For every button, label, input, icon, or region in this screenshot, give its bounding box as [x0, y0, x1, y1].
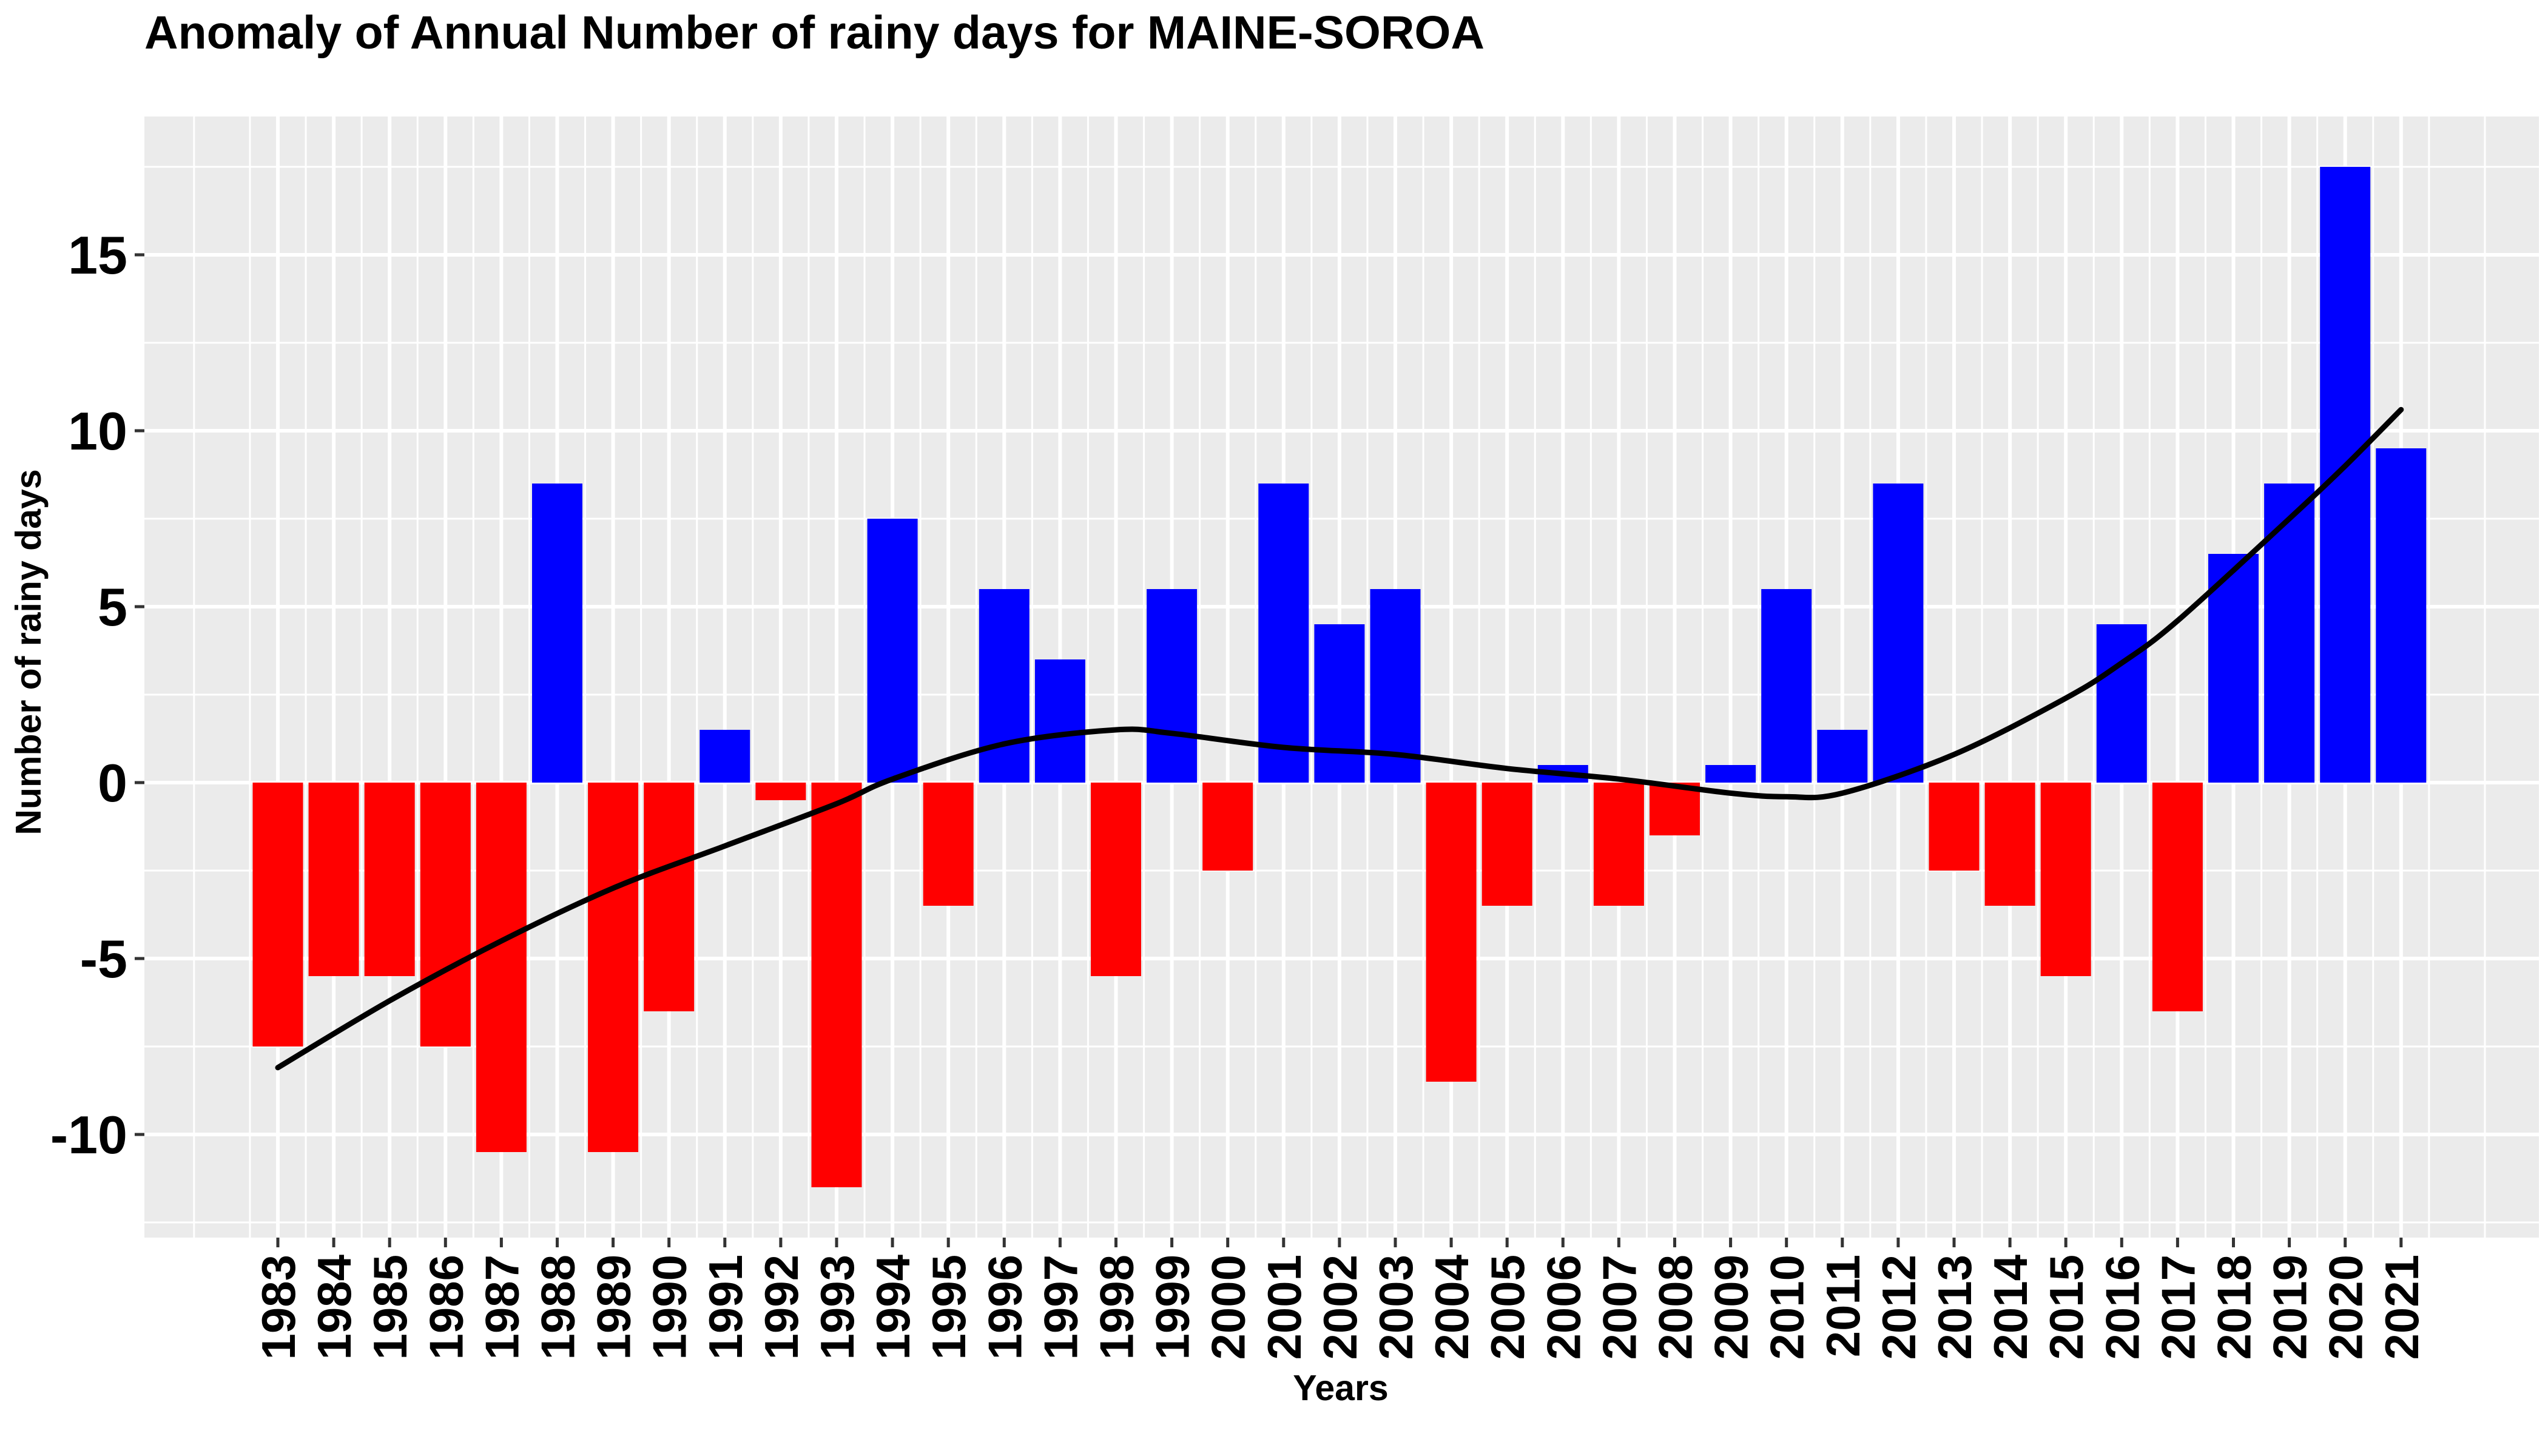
- x-tick-label: 2007: [1592, 1255, 1646, 1360]
- x-tick-label: 2021: [2375, 1255, 2428, 1360]
- x-tick-label: 1985: [363, 1255, 417, 1360]
- x-tick-label: 2013: [1928, 1255, 1981, 1360]
- bar-1984: [308, 783, 359, 976]
- trend-line: [275, 406, 2404, 1071]
- trend-layer: [275, 406, 2404, 1071]
- bar-2015: [2040, 783, 2091, 976]
- bar-2005: [1481, 783, 1532, 906]
- x-tick-label: 2001: [1258, 1255, 1311, 1360]
- x-tick-label: 2003: [1369, 1255, 1423, 1360]
- bar-1999: [1147, 589, 1198, 783]
- x-tick-label: 2014: [1984, 1255, 2037, 1360]
- bar-2000: [1202, 783, 1253, 871]
- bar-2014: [1984, 783, 2035, 906]
- bar-2011: [1817, 730, 1868, 783]
- y-axis-title: Number of rainy days: [8, 469, 49, 835]
- x-tick-label: 1984: [308, 1255, 361, 1360]
- x-tick-label: 2015: [2040, 1255, 2093, 1360]
- bar-2010: [1761, 589, 1812, 783]
- y-tick-label: -10: [50, 1105, 127, 1165]
- x-tick-label: 2012: [1872, 1255, 1926, 1360]
- bar-1986: [420, 783, 471, 1046]
- x-tick-label: 2011: [1816, 1255, 1870, 1357]
- bar-1993: [811, 783, 862, 1187]
- bar-1985: [364, 783, 415, 976]
- chart-title: Anomaly of Annual Number of rainy days f…: [144, 7, 1485, 59]
- bar-1997: [1034, 659, 1085, 783]
- x-tick-label: 2004: [1425, 1255, 1478, 1360]
- x-tick-label: 1983: [252, 1255, 305, 1360]
- x-tick-label: 1989: [587, 1255, 641, 1360]
- bar-2013: [1929, 783, 1980, 871]
- bars-layer: [252, 167, 2427, 1187]
- x-tick-label: 1997: [1034, 1255, 1087, 1360]
- bar-2004: [1426, 783, 1477, 1082]
- x-tick-label: 2008: [1649, 1255, 1702, 1360]
- bar-2003: [1370, 589, 1421, 783]
- y-tick-label: 0: [98, 753, 127, 813]
- x-tick-label: 1987: [475, 1255, 528, 1360]
- bar-2001: [1258, 484, 1309, 783]
- bar-2018: [2208, 554, 2259, 783]
- y-tick-label: 15: [68, 225, 127, 285]
- x-tick-label: 1992: [755, 1255, 808, 1360]
- bar-2008: [1650, 783, 1700, 835]
- x-tick-label: 2019: [2263, 1255, 2317, 1360]
- x-tick-label: 2016: [2095, 1255, 2149, 1360]
- x-tick-label: 1990: [643, 1255, 696, 1360]
- bar-1989: [588, 783, 639, 1152]
- bar-1988: [532, 484, 582, 783]
- x-tick-label: 2018: [2208, 1255, 2261, 1360]
- bar-1994: [867, 519, 918, 783]
- y-axis: -10 -5 0 5 10 15: [50, 225, 144, 1165]
- x-tick-label: 2006: [1537, 1255, 1590, 1360]
- x-tick-label: 1991: [699, 1255, 752, 1360]
- x-axis: 1983 1984 1985 1986 1987 1988 1989 1990 1991 1992…: [252, 1238, 2428, 1360]
- bar-1998: [1091, 783, 1141, 976]
- x-tick-label: 1995: [922, 1255, 976, 1360]
- x-tick-label: 1986: [419, 1255, 473, 1360]
- bar-2009: [1705, 765, 1756, 783]
- y-tick-label: -5: [80, 929, 127, 989]
- x-tick-label: 1996: [978, 1255, 1031, 1360]
- x-tick-label: 2017: [2151, 1255, 2205, 1360]
- x-tick-label: 2009: [1705, 1255, 1758, 1360]
- x-axis-title: Years: [1293, 1368, 1389, 1408]
- x-tick-label: 2000: [1202, 1255, 1255, 1360]
- bar-2020: [2320, 167, 2371, 783]
- bar-1992: [755, 783, 806, 800]
- bar-2021: [2376, 448, 2427, 783]
- x-tick-label: 2010: [1761, 1255, 1814, 1360]
- bar-1991: [699, 730, 750, 783]
- x-tick-label: 1998: [1090, 1255, 1144, 1360]
- x-tick-label: 2005: [1481, 1255, 1534, 1360]
- bar-2002: [1314, 624, 1365, 783]
- x-tick-label: 1988: [531, 1255, 585, 1360]
- x-tick-label: 1994: [866, 1255, 920, 1360]
- x-tick-label: 2002: [1313, 1255, 1367, 1360]
- bar-1996: [979, 589, 1030, 783]
- bar-2012: [1873, 484, 1924, 783]
- y-tick-label: 5: [98, 577, 127, 637]
- bar-2017: [2152, 783, 2203, 1011]
- y-tick-label: 10: [68, 401, 127, 461]
- x-tick-label: 2020: [2319, 1255, 2373, 1360]
- bar-1995: [923, 783, 974, 906]
- bar-2007: [1593, 783, 1644, 906]
- x-tick-label: 1999: [1146, 1255, 1199, 1360]
- bar-1983: [252, 783, 303, 1046]
- x-tick-label: 1993: [811, 1255, 864, 1360]
- bar-2019: [2264, 484, 2315, 783]
- bar-1987: [476, 783, 527, 1152]
- bar-1990: [644, 783, 695, 1011]
